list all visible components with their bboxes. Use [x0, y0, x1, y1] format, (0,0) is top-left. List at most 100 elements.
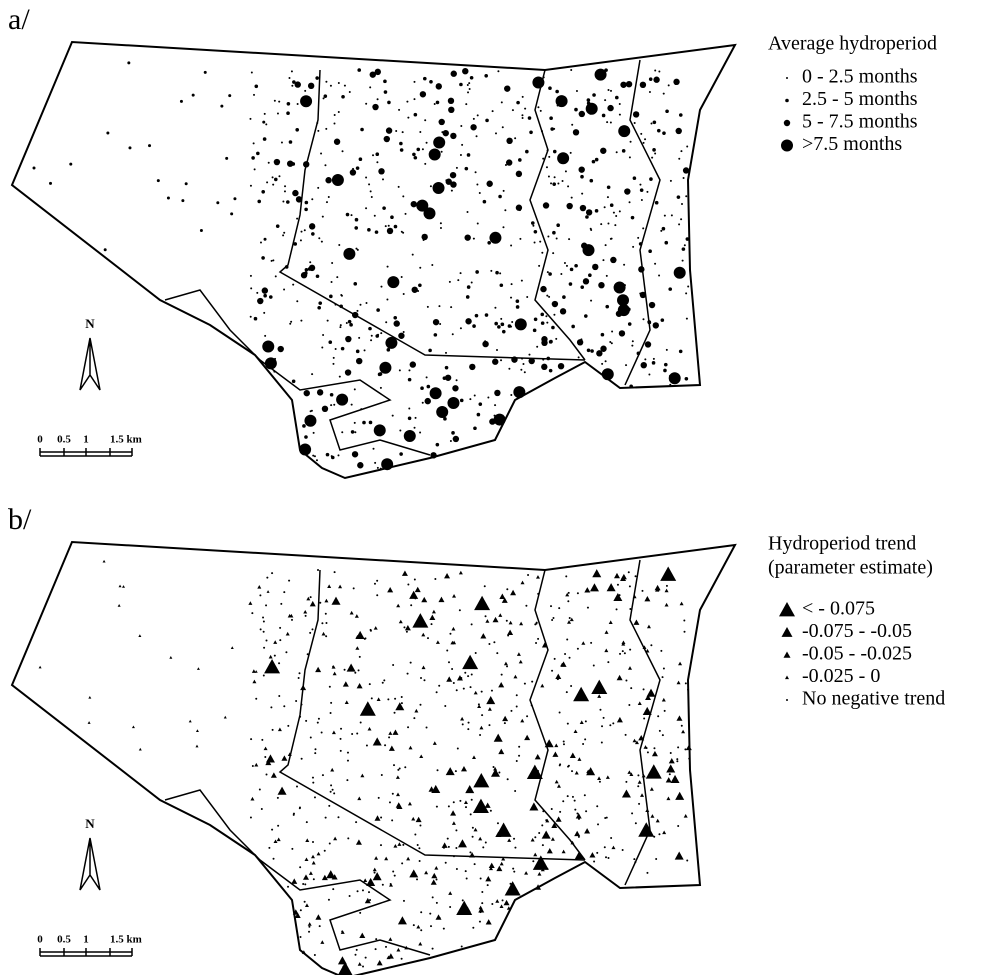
site-marker: [534, 623, 537, 626]
site-marker: [343, 247, 356, 260]
site-marker: [628, 156, 631, 159]
site-marker: [429, 912, 432, 915]
legend-item: -0.025 - 0: [802, 665, 880, 687]
site-marker: [287, 752, 292, 756]
site-marker: [566, 795, 569, 798]
site-marker: [458, 570, 463, 575]
site-marker: [272, 259, 275, 262]
site-marker: [421, 233, 428, 241]
site-marker: [323, 94, 328, 98]
site-marker: [550, 605, 553, 608]
site-marker: [251, 764, 254, 767]
site-marker: [316, 389, 324, 396]
panel-label: a/: [8, 3, 30, 36]
site-marker: [578, 166, 585, 173]
site-marker: [317, 186, 320, 189]
site-marker: [511, 356, 518, 363]
site-marker: [682, 177, 685, 180]
site-marker: [607, 104, 614, 112]
site-marker: [341, 94, 345, 99]
site-marker: [473, 394, 476, 397]
site-marker: [574, 808, 577, 811]
site-marker: [685, 292, 688, 295]
site-marker: [493, 766, 498, 771]
site-marker: [264, 334, 267, 337]
site-marker: [342, 681, 349, 687]
site-marker: [653, 76, 660, 83]
site-marker: [321, 874, 328, 881]
site-marker: [660, 649, 663, 652]
site-marker: [553, 313, 556, 316]
site-marker: [642, 141, 645, 144]
site-marker: [264, 659, 281, 674]
site-marker: [535, 642, 538, 645]
site-marker: [343, 668, 346, 671]
site-marker: [309, 596, 312, 599]
site-marker: [443, 415, 446, 418]
site-marker: [542, 202, 550, 209]
site-marker: [373, 626, 378, 630]
site-marker: [605, 775, 610, 779]
site-marker: [415, 816, 422, 823]
site-marker: [581, 192, 584, 195]
site-marker: [249, 816, 252, 819]
site-marker: [663, 214, 666, 217]
site-marker: [397, 185, 400, 188]
site-marker: [252, 142, 255, 145]
site-marker: [138, 634, 142, 637]
site-marker: [450, 181, 457, 188]
site-marker: [388, 731, 393, 735]
site-marker: [291, 84, 294, 87]
site-marker: [412, 924, 415, 927]
site-marker: [271, 572, 274, 575]
site-marker: [166, 196, 170, 200]
site-marker: [402, 843, 405, 846]
site-marker: [313, 455, 316, 458]
site-marker: [393, 764, 396, 767]
legend-title: Hydroperiod trend: [768, 533, 916, 555]
site-marker: [267, 161, 270, 164]
site-marker: [419, 266, 422, 269]
site-marker: [640, 793, 645, 797]
site-marker: [538, 831, 541, 834]
site-marker: [654, 200, 659, 205]
site-marker: [127, 61, 131, 65]
site-marker: [618, 113, 621, 116]
site-marker: [347, 837, 350, 840]
site-marker: [591, 679, 608, 695]
site-marker: [372, 103, 379, 111]
site-marker: [350, 403, 353, 406]
site-marker: [641, 589, 644, 592]
site-marker: [646, 688, 656, 697]
site-marker: [407, 116, 410, 119]
site-marker: [688, 757, 691, 760]
site-marker: [537, 872, 542, 876]
site-marker: [468, 88, 471, 91]
site-marker: [621, 640, 626, 645]
site-marker: [550, 837, 555, 841]
site-marker: [615, 151, 618, 154]
site-marker: [555, 237, 558, 240]
site-marker: [544, 739, 554, 748]
site-marker: [309, 410, 312, 413]
site-marker: [337, 956, 347, 965]
site-marker: [502, 226, 505, 229]
site-marker: [547, 175, 550, 178]
site-marker: [545, 819, 548, 822]
site-marker: [464, 806, 467, 809]
site-marker: [452, 435, 460, 443]
site-marker: [307, 82, 315, 90]
site-marker: [430, 879, 437, 885]
site-marker: [586, 348, 591, 353]
site-marker: [513, 837, 516, 840]
site-marker: [305, 821, 308, 824]
site-marker: [684, 376, 689, 381]
site-marker: [412, 613, 429, 628]
site-marker: [645, 694, 652, 701]
site-marker: [557, 182, 560, 185]
site-marker: [312, 431, 315, 434]
site-marker: [624, 188, 631, 195]
site-marker: [533, 775, 536, 778]
scale-label: 0.5: [57, 934, 71, 946]
site-marker: [317, 717, 320, 720]
